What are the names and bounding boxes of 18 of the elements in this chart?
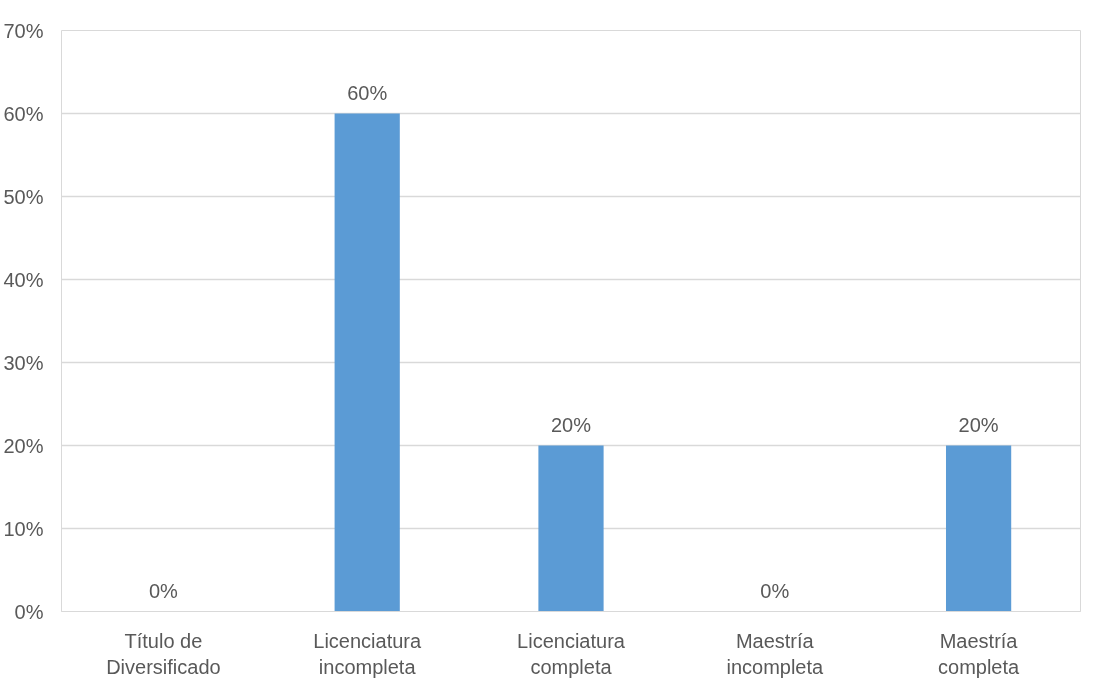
y-tick-label: 60% [3, 102, 44, 125]
data-label: 20% [958, 413, 999, 436]
y-tick-label: 40% [3, 268, 44, 291]
data-label: 0% [760, 579, 790, 602]
x-tick-label: Maestría completa [938, 629, 1021, 678]
y-tick-label: 50% [3, 185, 44, 208]
data-label: 0% [148, 579, 179, 602]
x-tick-label: Licenciatura completa [517, 629, 626, 678]
data-label: 60% [347, 81, 388, 104]
data-label: 20% [550, 413, 592, 436]
y-tick-label: 0% [14, 600, 44, 623]
x-tick-label: Maestría incompleta [726, 629, 825, 678]
y-tick-label: 70% [3, 19, 44, 42]
y-tick-label: 30% [3, 351, 44, 374]
x-tick-label: Licenciatura incompleta [313, 629, 422, 678]
y-tick-label: 10% [3, 517, 44, 540]
y-tick-label: 20% [3, 434, 44, 457]
x-tick-label: Título de Diversificado [106, 629, 221, 678]
